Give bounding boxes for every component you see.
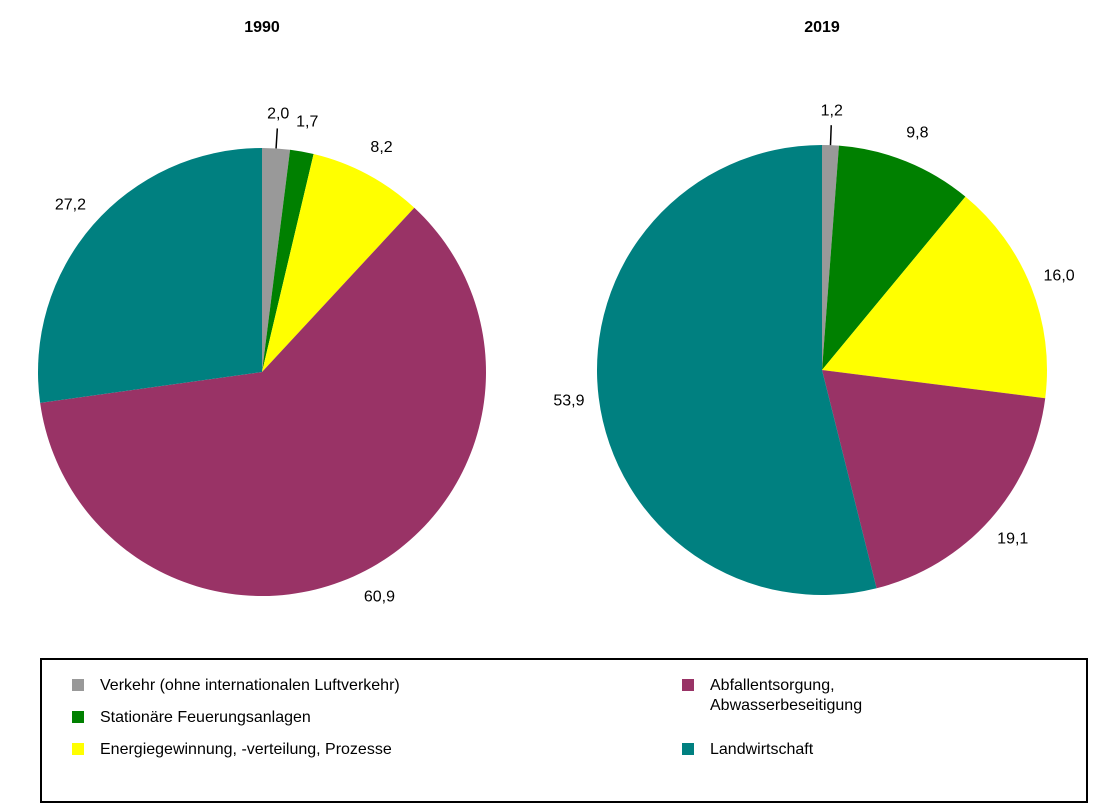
data-label: 9,8 — [906, 125, 928, 142]
charts: 1990 2,0 1,7 8,2 60,9 27,2 2019 1,2 9,8 16,0 19,1 5… — [38, 19, 1075, 605]
legend-swatch — [682, 679, 694, 691]
leader-line — [275, 128, 279, 149]
pie-slice — [262, 148, 291, 372]
legend: Verkehr (ohne internationalen Luftverkeh… — [40, 658, 1088, 803]
pie-slice — [822, 370, 1046, 589]
legend-item: Landwirtschaft — [682, 740, 813, 760]
data-label: 8,2 — [370, 139, 392, 156]
legend-label: Abfallentsorgung, Abwasserbeseitigung — [710, 677, 863, 714]
pie-slice — [822, 145, 839, 370]
legend-item: Verkehr (ohne internationalen Luftverkeh… — [72, 676, 400, 696]
leader-line — [829, 125, 832, 146]
pie-slice — [262, 149, 314, 372]
pie-slice — [38, 148, 263, 403]
pie-slice — [597, 145, 877, 596]
legend-swatch — [682, 743, 694, 755]
pie-slice — [822, 145, 966, 370]
legend-label: Stationäre Feuerungsanlagen — [100, 709, 311, 726]
legend-swatch — [72, 679, 84, 691]
data-label: 60,9 — [364, 588, 395, 605]
chart-title: 2019 — [804, 19, 840, 36]
data-label: 19,1 — [997, 530, 1028, 547]
legend-item: Abfallentsorgung, Abwasserbeseitigung — [682, 676, 912, 716]
data-label: 2,0 — [267, 106, 289, 123]
legend-swatch — [72, 711, 84, 723]
data-label: 1,7 — [296, 113, 318, 130]
data-label: 1,2 — [821, 102, 843, 119]
data-label: 16,0 — [1044, 267, 1075, 284]
pie-slice — [262, 154, 415, 372]
data-label: 53,9 — [553, 392, 584, 409]
legend-item: Energiegewinnung, -verteilung, Prozesse — [72, 740, 392, 760]
pie-slice — [822, 196, 1047, 399]
legend-label: Landwirtschaft — [710, 741, 814, 758]
legend-swatch — [72, 743, 84, 755]
legend-item: Stationäre Feuerungsanlagen — [72, 708, 311, 728]
legend-label: Verkehr (ohne internationalen Luftverkeh… — [100, 677, 400, 694]
chart-title: 1990 — [244, 19, 280, 36]
pie-slice — [40, 207, 487, 597]
data-label: 27,2 — [55, 196, 86, 213]
legend-label: Energiegewinnung, -verteilung, Prozesse — [100, 741, 392, 758]
